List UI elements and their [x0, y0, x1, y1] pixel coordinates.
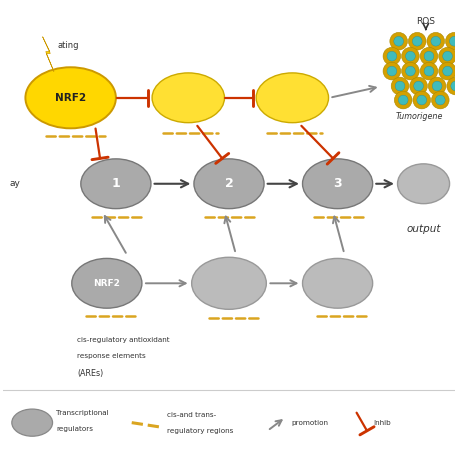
- Text: ay: ay: [10, 179, 21, 188]
- Circle shape: [406, 66, 415, 76]
- Circle shape: [414, 81, 424, 91]
- Circle shape: [447, 77, 458, 95]
- Circle shape: [417, 95, 426, 105]
- Circle shape: [439, 62, 456, 80]
- Text: Tumorigene: Tumorigene: [395, 112, 443, 121]
- Text: promotion: promotion: [291, 420, 328, 425]
- Circle shape: [432, 81, 442, 91]
- Circle shape: [428, 77, 446, 95]
- Text: cis-and trans-: cis-and trans-: [167, 411, 216, 418]
- Text: response elements: response elements: [77, 353, 146, 359]
- Text: ROS: ROS: [416, 17, 435, 26]
- Ellipse shape: [72, 258, 142, 308]
- Circle shape: [420, 62, 438, 80]
- Circle shape: [420, 47, 438, 65]
- Circle shape: [413, 91, 431, 109]
- Circle shape: [446, 33, 458, 50]
- Circle shape: [410, 77, 427, 95]
- Circle shape: [390, 33, 408, 50]
- Text: regulators: regulators: [56, 426, 93, 432]
- Circle shape: [394, 36, 403, 46]
- Circle shape: [387, 66, 397, 76]
- Ellipse shape: [152, 73, 224, 123]
- Circle shape: [395, 81, 405, 91]
- Text: output: output: [406, 224, 441, 234]
- Circle shape: [394, 91, 412, 109]
- Circle shape: [457, 47, 458, 65]
- Circle shape: [439, 47, 456, 65]
- Circle shape: [431, 91, 449, 109]
- Circle shape: [424, 51, 434, 61]
- Circle shape: [409, 33, 426, 50]
- Polygon shape: [43, 37, 54, 71]
- Circle shape: [443, 66, 453, 76]
- Text: cis-regulatory antioxidant: cis-regulatory antioxidant: [77, 337, 170, 343]
- Circle shape: [406, 51, 415, 61]
- Circle shape: [402, 62, 419, 80]
- Text: 2: 2: [224, 177, 234, 190]
- Circle shape: [398, 95, 408, 105]
- Ellipse shape: [398, 164, 450, 204]
- Text: Inhib: Inhib: [373, 420, 391, 425]
- Circle shape: [449, 36, 458, 46]
- Ellipse shape: [303, 159, 373, 209]
- Circle shape: [383, 47, 401, 65]
- Ellipse shape: [256, 73, 328, 123]
- Ellipse shape: [303, 258, 373, 308]
- Text: 3: 3: [333, 177, 342, 190]
- Text: Transcriptional: Transcriptional: [56, 410, 109, 416]
- Circle shape: [436, 95, 445, 105]
- Ellipse shape: [25, 67, 116, 128]
- Ellipse shape: [194, 159, 264, 209]
- Text: NRF2: NRF2: [93, 279, 120, 288]
- Text: NRF2: NRF2: [55, 93, 86, 103]
- Text: (AREs): (AREs): [77, 369, 104, 378]
- Text: ating: ating: [58, 41, 80, 50]
- Circle shape: [387, 51, 397, 61]
- Ellipse shape: [192, 257, 266, 309]
- Circle shape: [451, 81, 458, 91]
- Ellipse shape: [12, 409, 53, 436]
- Circle shape: [402, 47, 419, 65]
- Text: 1: 1: [111, 177, 120, 190]
- Circle shape: [457, 62, 458, 80]
- Ellipse shape: [81, 159, 151, 209]
- Circle shape: [427, 33, 445, 50]
- Text: regulatory regions: regulatory regions: [167, 428, 233, 434]
- Circle shape: [443, 51, 453, 61]
- Circle shape: [424, 66, 434, 76]
- Circle shape: [383, 62, 401, 80]
- Circle shape: [391, 77, 409, 95]
- Circle shape: [431, 36, 441, 46]
- Circle shape: [412, 36, 422, 46]
